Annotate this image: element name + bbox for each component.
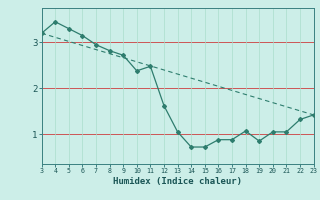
X-axis label: Humidex (Indice chaleur): Humidex (Indice chaleur) bbox=[113, 177, 242, 186]
